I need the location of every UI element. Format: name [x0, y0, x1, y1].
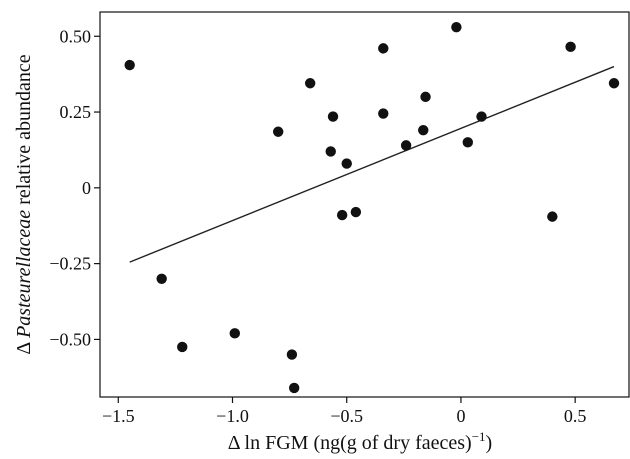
data-point — [156, 273, 167, 284]
data-point — [547, 211, 558, 222]
data-point — [272, 126, 284, 137]
x-axis: −1.5 −1.0 −0.5 0 0.5 — [102, 397, 586, 426]
plot-frame — [99, 11, 630, 398]
data-point — [565, 41, 576, 53]
data-point — [608, 78, 620, 89]
data-point — [124, 59, 135, 71]
y-tick-label: 0.50 — [60, 26, 92, 46]
data-point — [327, 111, 339, 122]
x-tick-label: 0 — [456, 406, 465, 426]
data-point — [229, 328, 240, 339]
x-tick-label: −0.5 — [330, 406, 363, 426]
x-axis-label: Δ ln FGM (ng(g of dry faeces)−1) — [228, 429, 492, 454]
y-axis: −0.50 −0.25 0 0.25 0.50 — [49, 26, 100, 349]
y-axis-label: Δ Pasteurellaceae relative abundance — [13, 54, 35, 354]
data-point — [304, 78, 316, 89]
data-point — [341, 158, 352, 169]
data-point — [400, 140, 412, 151]
data-point — [451, 21, 462, 33]
data-point — [286, 349, 298, 360]
data-point — [177, 341, 188, 353]
data-point — [462, 137, 474, 148]
data-point — [476, 111, 487, 122]
data-point — [288, 382, 300, 394]
y-tick-label: −0.50 — [49, 329, 91, 349]
x-tick-label: −1.0 — [216, 406, 249, 426]
y-tick-label: 0.25 — [60, 102, 92, 122]
data-points — [124, 21, 620, 394]
data-point — [325, 146, 336, 157]
data-point — [336, 209, 348, 221]
data-point — [420, 91, 431, 103]
y-tick-label: 0 — [82, 178, 91, 198]
data-point — [418, 125, 429, 136]
x-tick-label: −1.5 — [102, 406, 135, 426]
data-point — [378, 108, 389, 119]
y-tick-label: −0.25 — [49, 254, 91, 274]
x-tick-label: 0.5 — [564, 406, 587, 426]
data-point — [378, 43, 389, 54]
data-point — [350, 206, 362, 218]
trend-line — [129, 65, 615, 263]
